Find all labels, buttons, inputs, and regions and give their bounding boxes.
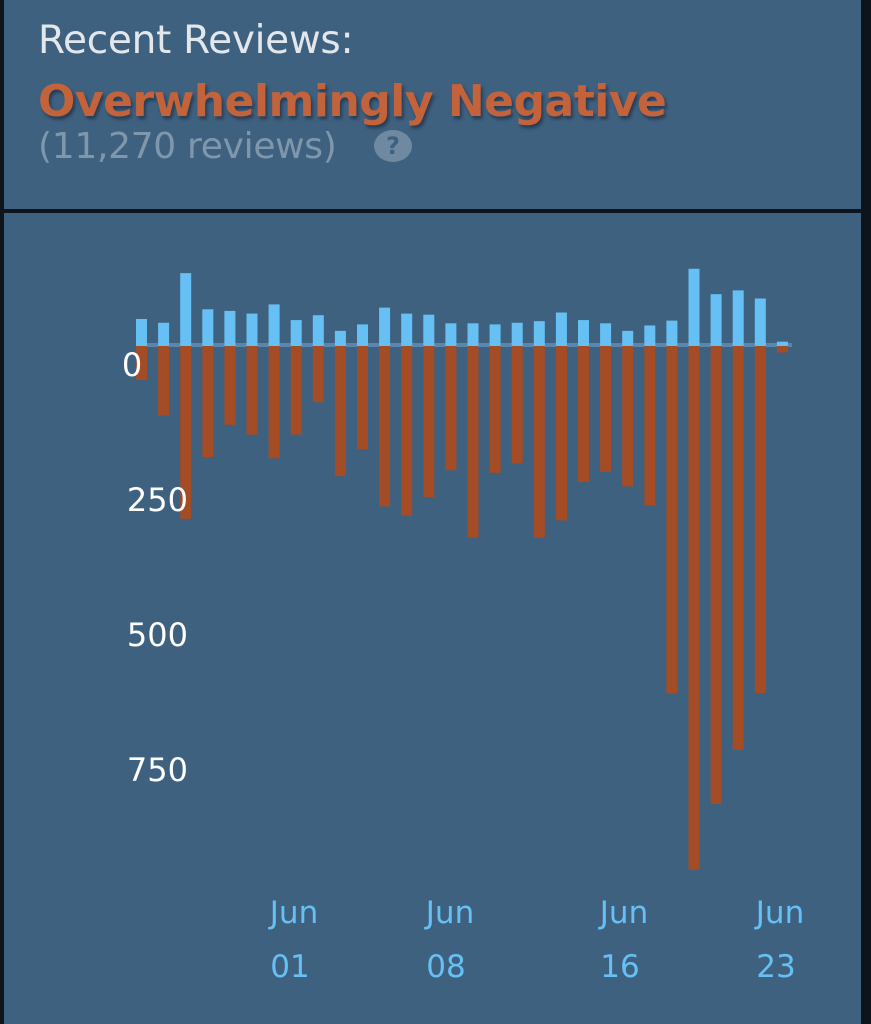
x-tick-month-label: Jun: [268, 895, 318, 931]
negative-bar[interactable]: [666, 346, 678, 694]
negative-bar[interactable]: [290, 346, 302, 435]
negative-bar[interactable]: [312, 346, 324, 403]
review-histogram-panel: 0 250 500 750 Jun 01 Jun 08 Jun 16 Jun 23: [4, 213, 861, 1024]
negative-bar[interactable]: [136, 346, 147, 381]
positive-bar[interactable]: [600, 323, 612, 346]
x-tick-month-label: Jun: [598, 895, 648, 931]
x-tick-day-label: 01: [270, 949, 309, 985]
x-tick-day-label: 16: [600, 949, 639, 985]
positive-bar[interactable]: [401, 313, 413, 346]
negative-bar[interactable]: [158, 346, 170, 416]
positive-bar[interactable]: [136, 319, 147, 346]
negative-bar[interactable]: [776, 346, 788, 353]
positive-bar[interactable]: [688, 268, 700, 346]
negative-bar[interactable]: [622, 346, 634, 487]
negative-bar[interactable]: [732, 346, 744, 750]
y-tick-label: 0: [122, 346, 142, 384]
negative-bar[interactable]: [246, 346, 258, 435]
negative-bar[interactable]: [357, 346, 368, 450]
positive-bar[interactable]: [511, 322, 523, 346]
positive-bar[interactable]: [644, 325, 656, 346]
positive-bar[interactable]: [246, 313, 258, 346]
positive-bar[interactable]: [489, 324, 501, 346]
zero-baseline: [136, 343, 792, 347]
positive-bar[interactable]: [445, 323, 457, 346]
x-tick-day-label: 23: [756, 949, 795, 985]
negative-bar[interactable]: [268, 346, 280, 459]
review-histogram-chart: 0 250 500 750 Jun 01 Jun 08 Jun 16 Jun 23: [122, 268, 804, 985]
negative-bar[interactable]: [423, 346, 435, 498]
negative-bar[interactable]: [533, 346, 545, 538]
positive-bar[interactable]: [555, 312, 567, 346]
y-tick-label: 500: [127, 616, 188, 654]
review-count-text: (11,270 reviews): [38, 126, 337, 167]
positive-bar[interactable]: [467, 323, 479, 346]
positive-bar[interactable]: [312, 315, 324, 346]
negative-bar[interactable]: [334, 346, 346, 477]
positive-bar[interactable]: [776, 341, 788, 346]
positive-bar[interactable]: [423, 314, 435, 346]
review-summary-panel: Recent Reviews: Overwhelmingly Negative …: [4, 0, 861, 209]
negative-bar[interactable]: [710, 346, 722, 804]
negative-bar[interactable]: [445, 346, 457, 471]
review-rating-text: Overwhelmingly Negative: [38, 76, 667, 127]
negative-bar[interactable]: [644, 346, 656, 506]
positive-bar[interactable]: [202, 309, 214, 346]
x-tick-month-label: Jun: [424, 895, 474, 931]
positive-bar[interactable]: [334, 330, 346, 346]
negative-bar[interactable]: [511, 346, 523, 464]
positive-bar[interactable]: [357, 324, 368, 346]
negative-bar[interactable]: [224, 346, 236, 425]
positive-bar[interactable]: [732, 290, 744, 346]
negative-bar[interactable]: [401, 346, 413, 516]
positive-bar[interactable]: [224, 310, 236, 346]
y-tick-label: 250: [127, 481, 188, 519]
positive-bar[interactable]: [379, 307, 391, 346]
negative-bar[interactable]: [600, 346, 612, 472]
x-tick-month-label: Jun: [754, 895, 804, 931]
y-tick-label: 750: [127, 751, 188, 789]
question-mark-icon[interactable]: ?: [374, 130, 412, 162]
positive-bar[interactable]: [578, 320, 589, 346]
negative-bar[interactable]: [467, 346, 479, 538]
negative-bar[interactable]: [489, 346, 501, 473]
positive-bar[interactable]: [180, 273, 192, 346]
positive-bar[interactable]: [158, 322, 170, 346]
negative-bar[interactable]: [754, 346, 766, 694]
negative-bar[interactable]: [202, 346, 214, 458]
recent-reviews-label: Recent Reviews:: [38, 18, 354, 63]
negative-bar[interactable]: [578, 346, 589, 483]
positive-bar[interactable]: [710, 294, 722, 346]
positive-bar[interactable]: [533, 321, 545, 346]
x-tick-day-label: 08: [426, 949, 465, 985]
negative-bar[interactable]: [180, 346, 192, 519]
positive-bar[interactable]: [622, 330, 634, 346]
positive-bar[interactable]: [268, 304, 280, 346]
negative-bar[interactable]: [688, 346, 700, 870]
positive-bar[interactable]: [666, 320, 678, 346]
negative-bar[interactable]: [555, 346, 567, 521]
positive-bar[interactable]: [754, 298, 766, 346]
positive-bar[interactable]: [290, 320, 302, 346]
negative-bar[interactable]: [379, 346, 391, 507]
